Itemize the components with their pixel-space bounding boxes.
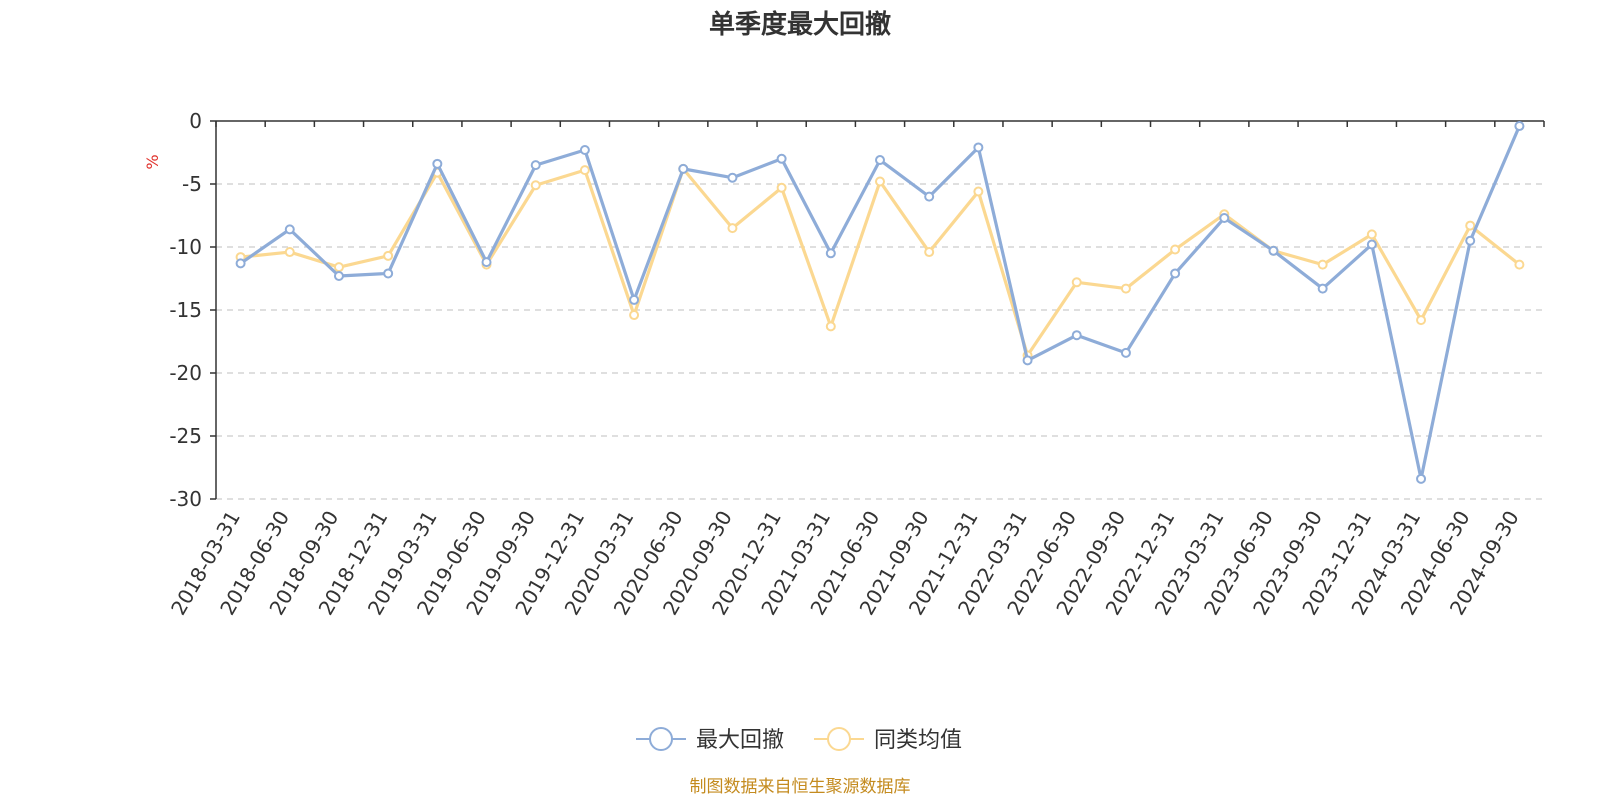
legend: 最大回撤 同类均值 [636, 727, 962, 753]
y-tick-label: -20 [169, 361, 202, 385]
legend-label: 最大回撤 [696, 728, 784, 753]
data-point[interactable] [678, 163, 689, 174]
legend-marker-icon [827, 727, 851, 751]
y-tick-label: -5 [182, 172, 202, 196]
axes: 0-5-10-15-20-25-302018-03-312018-06-3020… [166, 109, 1545, 619]
data-point[interactable] [1465, 220, 1476, 231]
legend-label: 同类均值 [874, 728, 962, 753]
data-point[interactable] [973, 186, 984, 197]
series-2 [235, 163, 1525, 361]
data-point[interactable] [629, 294, 640, 305]
series-1 [235, 121, 1525, 484]
series-line [238, 167, 1522, 357]
data-point[interactable] [1170, 244, 1181, 255]
data-point[interactable] [1514, 259, 1525, 270]
data-point[interactable] [333, 262, 344, 273]
data-point[interactable] [727, 223, 738, 234]
legend-item[interactable]: 同类均值 [814, 727, 962, 753]
data-point[interactable] [481, 257, 492, 268]
y-tick-label: -10 [169, 235, 202, 259]
data-point[interactable] [1268, 245, 1279, 256]
data-point[interactable] [333, 270, 344, 281]
data-point[interactable] [284, 224, 295, 235]
data-point[interactable] [875, 176, 885, 187]
data-point[interactable] [1317, 283, 1328, 294]
y-tick-label: -25 [169, 424, 202, 448]
data-point[interactable] [924, 191, 935, 202]
data-point[interactable] [530, 160, 541, 171]
y-axis-unit-label: % [143, 154, 162, 169]
data-point[interactable] [1317, 259, 1328, 270]
data-point[interactable] [973, 142, 984, 153]
data-point[interactable] [727, 172, 738, 183]
data-point[interactable] [284, 247, 295, 258]
data-point[interactable] [1071, 277, 1082, 288]
data-point[interactable] [1022, 355, 1033, 366]
y-tick-label: -30 [169, 487, 202, 511]
data-point[interactable] [825, 321, 836, 332]
legend-item[interactable]: 最大回撤 [636, 727, 784, 753]
data-point[interactable] [1416, 315, 1427, 326]
data-point[interactable] [1416, 473, 1427, 484]
data-point[interactable] [1514, 121, 1525, 132]
data-point[interactable] [383, 250, 394, 261]
data-point[interactable] [825, 248, 836, 259]
data-point[interactable] [924, 247, 935, 258]
data-point[interactable] [1366, 229, 1377, 240]
legend-marker-icon [649, 727, 673, 751]
data-point[interactable] [579, 144, 590, 155]
data-point[interactable] [1465, 235, 1476, 246]
data-point[interactable] [776, 153, 787, 164]
data-point[interactable] [432, 158, 443, 169]
data-point[interactable] [235, 258, 246, 269]
data-point[interactable] [776, 182, 787, 193]
data-point[interactable] [579, 165, 590, 176]
data-source-note: 制图数据来自恒生聚源数据库 [690, 777, 911, 797]
grid-lines [216, 183, 1544, 500]
data-point[interactable] [1120, 347, 1131, 358]
data-point[interactable] [875, 155, 885, 166]
data-point[interactable] [1170, 268, 1181, 279]
data-point[interactable] [1120, 283, 1131, 294]
series-lines [235, 121, 1525, 484]
y-tick-label: -15 [169, 298, 202, 322]
data-point[interactable] [1071, 330, 1082, 341]
chart-title: 单季度最大回撤 [709, 9, 891, 40]
data-point[interactable] [1366, 239, 1377, 250]
data-point[interactable] [383, 268, 394, 279]
data-point[interactable] [629, 310, 640, 321]
data-point[interactable] [530, 180, 541, 191]
data-point[interactable] [1219, 213, 1230, 224]
y-tick-label: 0 [189, 109, 202, 133]
